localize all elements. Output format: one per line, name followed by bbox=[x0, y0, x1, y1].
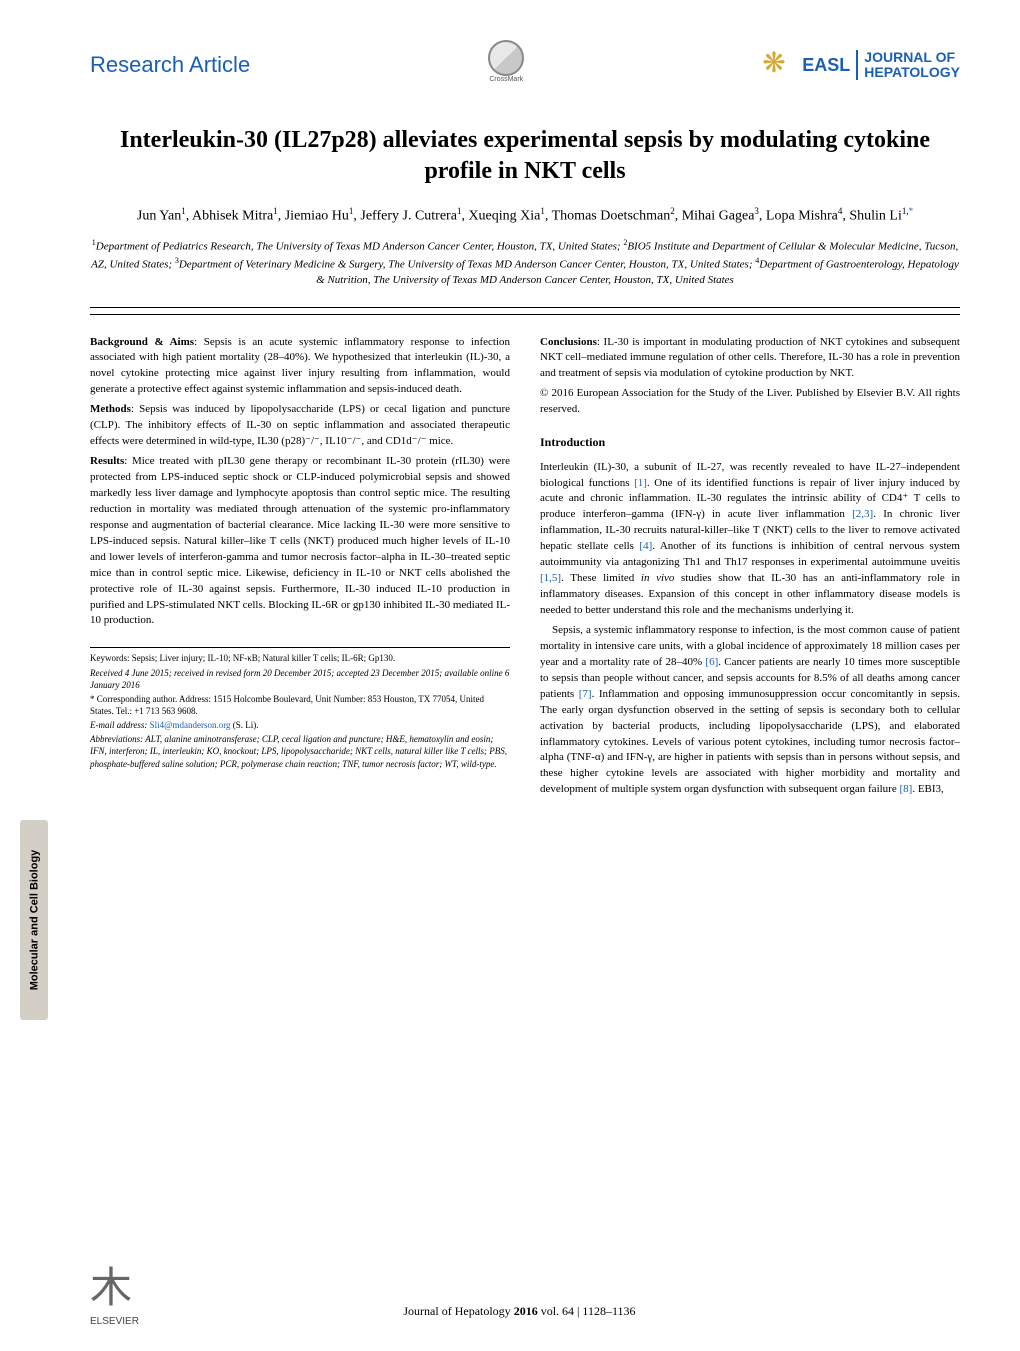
right-column: Conclusions: IL-30 is important in modul… bbox=[540, 335, 960, 803]
journal-logo: EASL JOURNAL OF HEPATOLOGY bbox=[762, 48, 960, 82]
results-label: Results bbox=[90, 455, 124, 467]
crossmark-badge[interactable]: CrossMark bbox=[481, 40, 531, 90]
abstract-conclusions: Conclusions: IL-30 is important in modul… bbox=[540, 335, 960, 383]
intro-para-2: Sepsis, a systemic inflammatory response… bbox=[540, 623, 960, 798]
elsevier-logo: ⽊ ELSEVIER bbox=[90, 1268, 139, 1327]
sidebar-tab: Molecular and Cell Biology bbox=[20, 820, 48, 1020]
abbreviations: Abbreviations: ALT, alanine aminotransfe… bbox=[90, 733, 510, 769]
affiliations: 1Department of Pediatrics Research, The … bbox=[90, 237, 960, 288]
elsevier-tree-icon: ⽊ bbox=[90, 1268, 136, 1314]
background-label: Background & Aims bbox=[90, 336, 194, 348]
article-title: Interleukin-30 (IL27p28) alleviates expe… bbox=[90, 125, 960, 187]
abstract-results: Results: Mice treated with pIL30 gene th… bbox=[90, 454, 510, 629]
divider-bottom bbox=[90, 314, 960, 315]
journal-name: JOURNAL OF HEPATOLOGY bbox=[856, 50, 960, 81]
body-columns: Background & Aims: Sepsis is an acute sy… bbox=[90, 335, 960, 803]
intro-heading: Introduction bbox=[540, 434, 960, 451]
email-line: E-mail address: Sli4@mdanderson.org (S. … bbox=[90, 719, 510, 731]
crossmark-label: CrossMark bbox=[489, 76, 523, 83]
crossmark-icon bbox=[488, 40, 524, 76]
keywords: Keywords: Sepsis; Liver injury; IL-10; N… bbox=[90, 652, 510, 664]
sidebar-label: Molecular and Cell Biology bbox=[28, 850, 40, 991]
easl-icon bbox=[762, 48, 796, 82]
page-header: Research Article CrossMark EASL JOURNAL … bbox=[90, 40, 960, 90]
elsevier-label: ELSEVIER bbox=[90, 1316, 139, 1327]
footnotes: Keywords: Sepsis; Liver injury; IL-10; N… bbox=[90, 647, 510, 769]
abstract-methods: Methods: Sepsis was induced by lipopolys… bbox=[90, 402, 510, 450]
received-dates: Received 4 June 2015; received in revise… bbox=[90, 667, 510, 691]
email-link[interactable]: Sli4@mdanderson.org bbox=[150, 720, 231, 730]
methods-label: Methods bbox=[90, 403, 131, 415]
copyright: © 2016 European Association for the Stud… bbox=[540, 386, 960, 418]
divider-top bbox=[90, 307, 960, 308]
abstract-background: Background & Aims: Sepsis is an acute sy… bbox=[90, 335, 510, 399]
corresponding-author: * Corresponding author. Address: 1515 Ho… bbox=[90, 693, 510, 717]
conclusions-label: Conclusions bbox=[540, 336, 597, 348]
left-column: Background & Aims: Sepsis is an acute sy… bbox=[90, 335, 510, 803]
easl-text: EASL bbox=[802, 55, 850, 76]
footer-citation: Journal of Hepatology 2016 vol. 64 | 112… bbox=[139, 1304, 900, 1327]
authors-list: Jun Yan1, Abhisek Mitra1, Jiemiao Hu1, J… bbox=[90, 205, 960, 227]
page-footer: ⽊ ELSEVIER Journal of Hepatology 2016 vo… bbox=[90, 1268, 960, 1327]
intro-para-1: Interleukin (IL)-30, a subunit of IL-27,… bbox=[540, 460, 960, 619]
article-type: Research Article bbox=[90, 52, 250, 78]
